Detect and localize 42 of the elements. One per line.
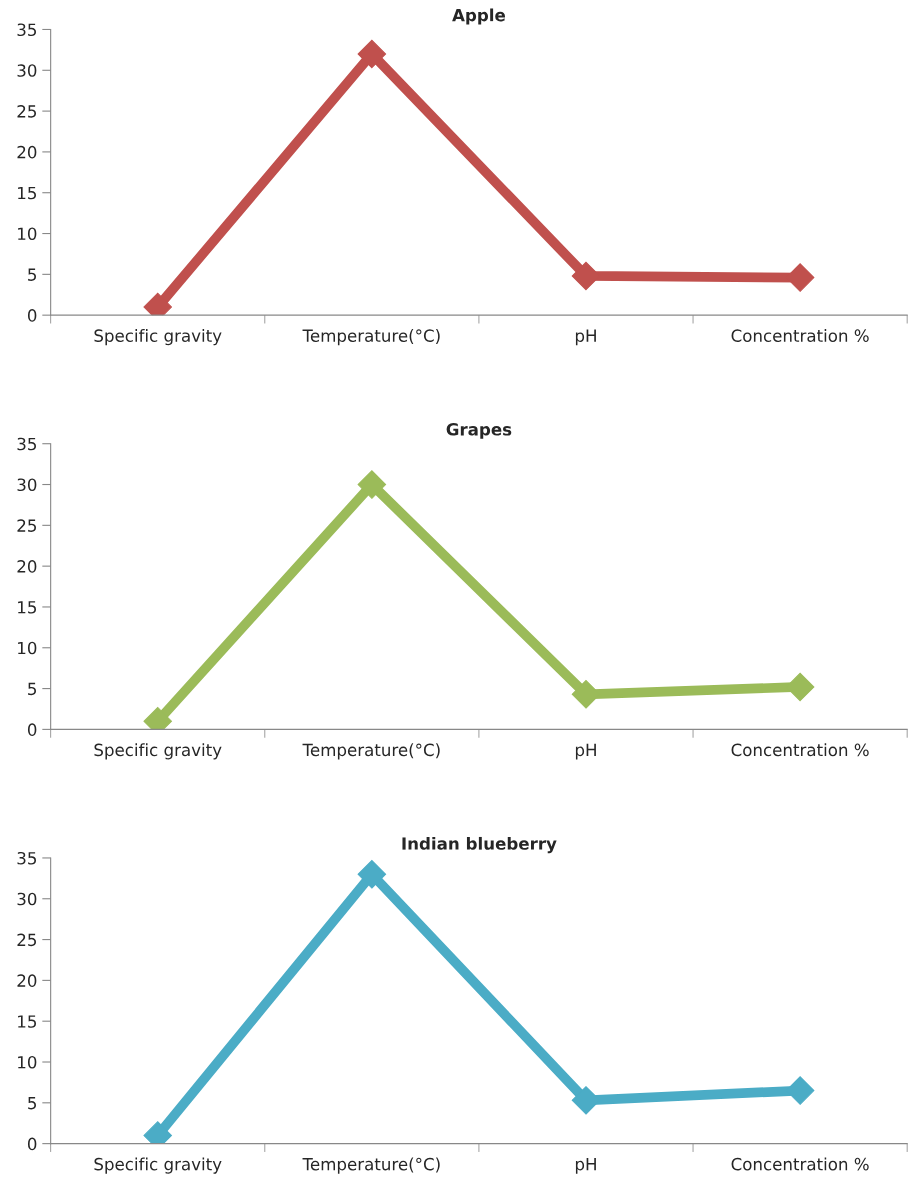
y-tick-label: 25 bbox=[17, 519, 36, 532]
y-tick-label: 10 bbox=[18, 641, 37, 655]
x-tick-label: Temperature(°C) bbox=[302, 743, 440, 760]
y-tick-label: 20 bbox=[17, 560, 37, 573]
x-tick-label: Specific gravity bbox=[94, 743, 222, 760]
y-tick-label: 25 bbox=[17, 105, 36, 118]
x-tick-label: Specific gravity bbox=[94, 329, 222, 346]
y-tick-label: 30 bbox=[17, 478, 37, 492]
chart-title: Grapes bbox=[446, 423, 512, 439]
y-tick-label: 5 bbox=[28, 1097, 36, 1110]
y-tick-label: 35 bbox=[17, 23, 36, 37]
y-tick-label: 10 bbox=[18, 227, 37, 241]
x-tick-label: pH bbox=[575, 329, 596, 346]
y-tick-label: 30 bbox=[17, 892, 37, 906]
chart-title: Indian blueberry bbox=[402, 836, 557, 854]
y-tick-label: 0 bbox=[27, 309, 37, 322]
y-tick-label: 0 bbox=[27, 1137, 37, 1151]
y-tick-label: 15 bbox=[18, 601, 36, 614]
point bbox=[357, 470, 387, 499]
y-tick-label: 30 bbox=[17, 64, 37, 77]
y-tick-label: 15 bbox=[18, 1015, 36, 1028]
x-tick-label: Specific gravity bbox=[94, 1157, 222, 1174]
x-tick-label: Concentration % bbox=[731, 329, 869, 342]
x-tick-label: Temperature(°C) bbox=[302, 1157, 440, 1174]
y-tick-label: 0 bbox=[27, 723, 37, 736]
y-tick-label: 35 bbox=[17, 437, 36, 451]
point bbox=[357, 39, 387, 69]
y-tick-label: 20 bbox=[17, 145, 37, 159]
y-tick-label: 20 bbox=[17, 974, 37, 987]
y-tick-label: 5 bbox=[28, 682, 36, 696]
point bbox=[357, 860, 387, 889]
y-tick-label: 35 bbox=[17, 851, 36, 865]
x-tick-label: Concentration % bbox=[731, 743, 869, 757]
chart-title: Apple bbox=[452, 8, 505, 25]
x-tick-label: pH bbox=[575, 1158, 596, 1174]
y-tick-label: 25 bbox=[17, 933, 36, 947]
x-tick-label: Concentration % bbox=[731, 1157, 869, 1171]
y-tick-label: 10 bbox=[18, 1055, 37, 1069]
x-tick-label: pH bbox=[575, 743, 596, 760]
x-tick-label: Temperature(°C) bbox=[302, 329, 440, 346]
y-tick-label: 5 bbox=[28, 268, 36, 281]
y-tick-label: 15 bbox=[18, 186, 36, 200]
